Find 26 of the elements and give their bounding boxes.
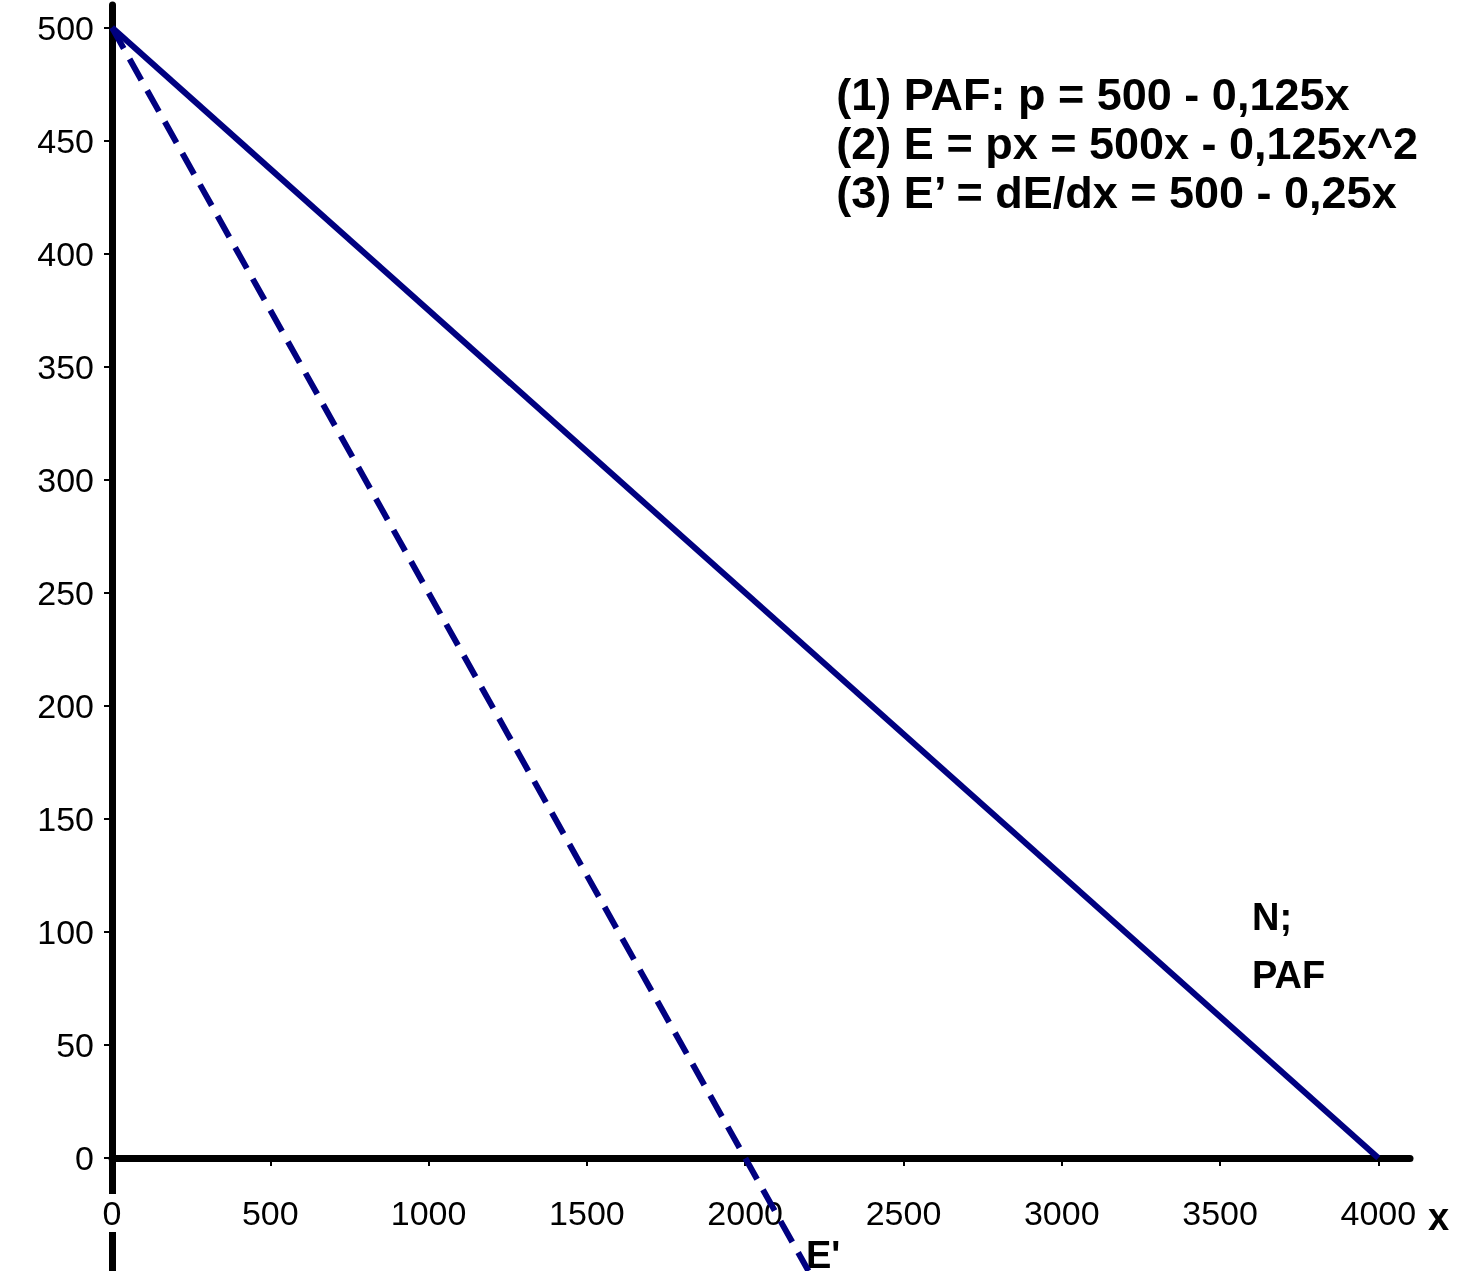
x-axis-title: x	[1428, 1195, 1450, 1238]
annotation: (3) E’ = dE/dx = 500 - 0,25x	[836, 167, 1397, 218]
y-tick-label: 450	[37, 121, 94, 160]
x-tick-label: 500	[241, 1193, 299, 1232]
x-tick-label: 0	[102, 1193, 122, 1232]
x-tick-label: 1500	[549, 1193, 625, 1232]
x-tick-label: 1000	[390, 1193, 467, 1232]
y-tick-label: 400	[37, 234, 94, 273]
y-tick-label: 350	[37, 347, 94, 386]
x-tick-label: 3000	[1023, 1193, 1100, 1232]
y-tick-label: 0	[75, 1138, 94, 1177]
y-tick-label: 250	[37, 573, 94, 612]
y-tick-label: 100	[37, 912, 94, 951]
x-tick-label: 3500	[1182, 1193, 1258, 1232]
y-tick-label: 300	[37, 460, 94, 499]
x-tick-label: 2000	[707, 1193, 783, 1232]
annotation: (1) PAF: p = 500 - 0,125x	[836, 69, 1350, 120]
annotation: (2) E = px = 500x - 0,125x^2	[836, 118, 1418, 169]
y-tick-label: 150	[37, 799, 94, 838]
y-tick-label: 50	[56, 1025, 94, 1064]
y-tick-label: 200	[37, 686, 94, 725]
x-tick-label: 4000	[1340, 1193, 1417, 1232]
annotation: N; PAF	[1252, 896, 1326, 996]
y-tick-label: 500	[37, 8, 94, 47]
x-tick-label: 2500	[865, 1193, 942, 1232]
annotation: E'	[806, 1234, 841, 1271]
